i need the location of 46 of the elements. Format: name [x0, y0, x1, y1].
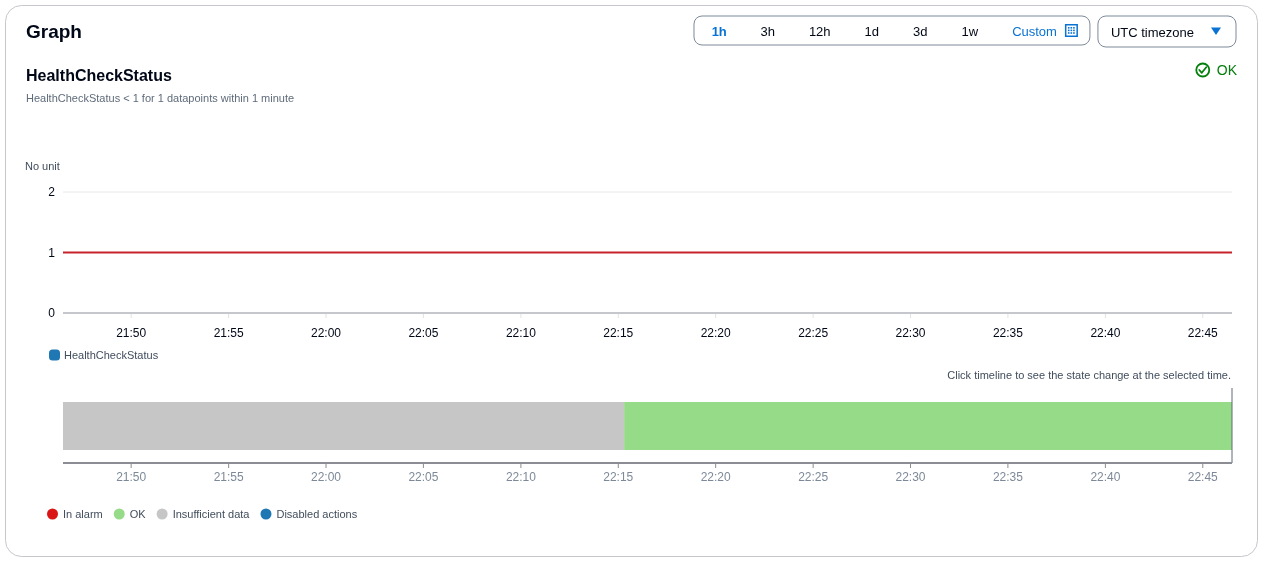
x-tick-label: 21:55 [213, 470, 244, 484]
x-tick-label: 22:10 [505, 326, 537, 340]
x-tick-label: 22:00 [311, 326, 342, 340]
text: Custom [1012, 24, 1057, 39]
x-tick-label: 22:20 [700, 470, 731, 484]
x-tick-label: 22:15 [603, 470, 634, 484]
y-tick-label: 1 [48, 245, 56, 260]
text: UTC timezone [1110, 25, 1194, 40]
chart-subtitle: HealthCheckStatus < 1 for 1 datapoints within 1 minute [26, 92, 295, 104]
x-tick-label: 22:00 [311, 470, 342, 484]
text: Click timeline to see the state change at the selected time. [947, 369, 1231, 381]
x-tick-label: 22:40 [1090, 470, 1121, 484]
x-tick-label: 22:35 [992, 326, 1024, 340]
legend-label: Disabled actions [276, 508, 358, 520]
legend-label: In alarm [63, 508, 103, 520]
text: 1w [961, 24, 979, 39]
text: 3d [913, 24, 928, 39]
text: Graph [26, 21, 82, 42]
x-tick-label: 22:05 [408, 470, 439, 484]
x-tick-label: 21:50 [116, 470, 147, 484]
x-tick-label: 22:35 [992, 470, 1024, 484]
chart-title: HealthCheckStatus [26, 67, 172, 84]
legend-label: Insufficient data [172, 508, 251, 520]
x-tick-label: 22:45 [1187, 326, 1219, 340]
text: 12h [808, 24, 831, 39]
x-tick-label: 22:45 [1187, 470, 1219, 484]
legend-label: HealthCheckStatus [64, 349, 159, 361]
y-tick-label: 2 [48, 185, 56, 199]
text: 1h [711, 24, 727, 39]
x-tick-label: 22:40 [1090, 326, 1121, 340]
text: OK [1216, 62, 1238, 78]
x-tick-label: 22:30 [895, 326, 926, 340]
x-tick-label: 22:25 [798, 326, 829, 340]
x-tick-label: 22:30 [895, 470, 926, 484]
text: 1d [864, 24, 880, 39]
y-axis-title: No unit [25, 160, 60, 172]
x-tick-label: 21:50 [116, 326, 147, 340]
y-tick-label: 0 [48, 306, 56, 320]
x-tick-label: 22:20 [700, 326, 731, 340]
x-tick-label: 22:05 [408, 326, 439, 340]
x-tick-label: 22:15 [603, 326, 634, 340]
legend-label: OK [129, 508, 147, 520]
x-tick-label: 21:55 [213, 326, 244, 340]
text: 3h [760, 24, 775, 39]
x-tick-label: 22:25 [798, 470, 829, 484]
x-tick-label: 22:10 [505, 470, 537, 484]
